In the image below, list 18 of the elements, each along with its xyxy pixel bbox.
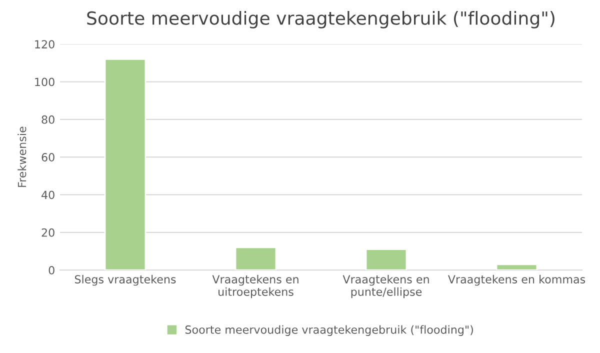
y-tick-label: 40 <box>42 190 54 200</box>
bar <box>365 248 408 270</box>
y-tick-label: 80 <box>42 115 54 124</box>
y-tick-label: 100 <box>35 78 54 86</box>
y-axis-title: Frekwensie <box>18 126 26 187</box>
bar <box>234 246 277 270</box>
y-tick-label: 20 <box>42 228 54 237</box>
x-tick-label: Vraagtekens en punte/ellipse <box>342 274 429 298</box>
bar <box>104 58 146 270</box>
bar <box>496 264 538 270</box>
legend-label: Soorte meervoudige vraagtekengebruik ("flooding") <box>185 325 473 336</box>
x-tick-label: Slegs vraagtekens <box>74 274 176 286</box>
x-tick-label: Vraagtekens en uitroeptekens <box>212 274 298 298</box>
chart-title: Soorte meervoudige vraagtekengebruik ("flooding") <box>87 10 554 28</box>
y-tick-label: 120 <box>35 40 54 49</box>
x-tick-label: Vraagtekens en kommas <box>448 274 586 286</box>
y-tick-label: 0 <box>48 266 54 274</box>
y-tick-label: 60 <box>42 153 54 162</box>
